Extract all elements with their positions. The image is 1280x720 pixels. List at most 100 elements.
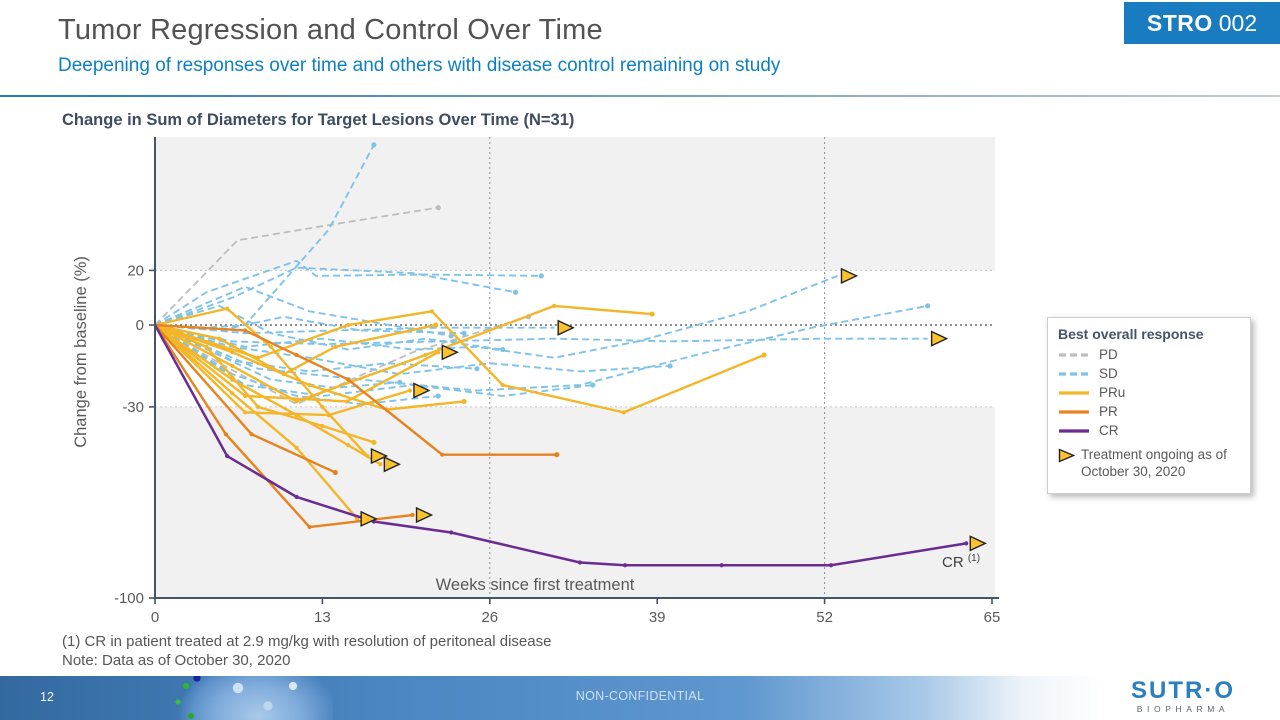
legend-item-CR: CR (1058, 423, 1240, 438)
badge-code: 002 (1218, 9, 1258, 36)
legend-line-sample-PD (1059, 352, 1089, 357)
sutro-biopharma-logo: SUTR·O BIOPHARMA (1108, 679, 1258, 715)
legend-item-PRu: PRu (1058, 385, 1240, 400)
x-tick-label: 26 (481, 609, 498, 626)
data-point (320, 423, 325, 429)
x-tick-label: 52 (816, 609, 833, 626)
series-end-point (554, 452, 560, 458)
data-point (230, 350, 235, 355)
series-line-PRu (154, 324, 411, 417)
y-tick-label: -30 (122, 399, 144, 416)
data-point (622, 563, 628, 568)
data-point (294, 494, 299, 500)
data-point (423, 352, 428, 358)
data-point (243, 410, 248, 415)
data-point (255, 404, 261, 409)
data-point (436, 350, 441, 355)
data-point (346, 322, 351, 328)
data-point (964, 541, 969, 546)
data-point (223, 432, 228, 437)
data-point (217, 336, 222, 341)
data-point (333, 344, 338, 349)
series-end-point (461, 398, 467, 405)
page-number: 12 (40, 690, 54, 704)
ongoing-arrow-marker (930, 330, 949, 347)
cr-annotation-text: CR (942, 554, 964, 571)
legend-label: PR (1099, 404, 1118, 419)
series-end-point (433, 322, 439, 328)
ongoing-arrow-marker (557, 319, 575, 336)
data-point (225, 306, 230, 311)
series-line-PR (154, 323, 557, 456)
series-end-point (435, 393, 441, 399)
data-point (378, 462, 383, 467)
data-point (552, 303, 557, 308)
x-axis-label: Weeks since first treatment (436, 576, 635, 594)
ongoing-arrow-marker (370, 447, 389, 465)
data-point (320, 404, 325, 409)
logo-subtext: BIOPHARMA (1136, 704, 1230, 714)
legend-label: CR (1099, 423, 1119, 438)
ongoing-arrow-marker (969, 535, 987, 552)
page-subtitle: Deepening of responses over time and oth… (58, 55, 781, 76)
series-line-PRu (154, 324, 439, 403)
page-title: Tumor Regression and Control Over Time (58, 14, 603, 46)
series-line-PRu (154, 304, 653, 403)
series-end-point (500, 346, 506, 353)
data-point (407, 388, 413, 393)
ongoing-arrows-group (360, 267, 987, 552)
cr-annotation-superscript: (1) (967, 553, 981, 564)
legend-ongoing-label: Treatment ongoing as of October 30, 2020 (1081, 447, 1227, 479)
series-end-point (538, 273, 544, 279)
data-point (249, 432, 254, 437)
legend-item-PR: PR (1058, 404, 1240, 419)
ongoing-arrow-marker (383, 456, 402, 473)
series-line-SD (154, 315, 465, 335)
legend-ongoing-row: Treatment ongoing as of October 30, 2020 (1058, 447, 1240, 481)
legend-label: SD (1099, 366, 1118, 381)
data-point (500, 382, 505, 388)
series-end-point (667, 363, 673, 369)
series-end-point (332, 469, 338, 476)
data-point (294, 399, 299, 404)
legend-label: PD (1099, 347, 1118, 362)
series-end-point (649, 311, 655, 317)
y-axis-label: Change from baseline (%) (72, 256, 90, 448)
ongoing-arrow-marker (360, 510, 378, 527)
legend-line-sample-PR (1059, 409, 1089, 414)
legend-items: PD SD PRu PR CR (1058, 347, 1240, 438)
legend-item-PD: PD (1058, 347, 1240, 362)
y-tick-label: -100 (114, 590, 144, 607)
cell-molecule-image (108, 676, 333, 720)
data-point (577, 560, 583, 565)
x-tick-label: 39 (649, 609, 666, 626)
series-end-point (474, 366, 480, 372)
classification-label: NON-CONFIDENTIAL (575, 689, 705, 703)
data-point (440, 452, 445, 457)
data-point (346, 443, 351, 448)
ongoing-arrow-marker (413, 382, 431, 399)
data-point (307, 524, 312, 530)
series-line-SD (154, 266, 516, 326)
series-end-point (397, 379, 403, 385)
series-end-point (512, 289, 519, 295)
data-point (326, 412, 331, 418)
legend-title: Best overall response (1058, 326, 1204, 342)
x-tick-label: 13 (314, 609, 331, 626)
ongoing-arrow-marker (415, 506, 434, 524)
data-point (344, 399, 349, 404)
threshold-band (155, 137, 995, 271)
series-end-point (925, 303, 931, 309)
y-tick-label: 20 (127, 262, 144, 279)
data-point (225, 453, 230, 459)
ongoing-arrow-marker (441, 344, 459, 361)
data-point (307, 382, 312, 388)
series-end-point (461, 330, 467, 336)
header-divider (0, 95, 1280, 97)
ongoing-arrow-marker (840, 267, 859, 284)
series-end-point (371, 142, 377, 148)
legend-item-SD: SD (1058, 366, 1240, 381)
data-point (719, 563, 724, 568)
